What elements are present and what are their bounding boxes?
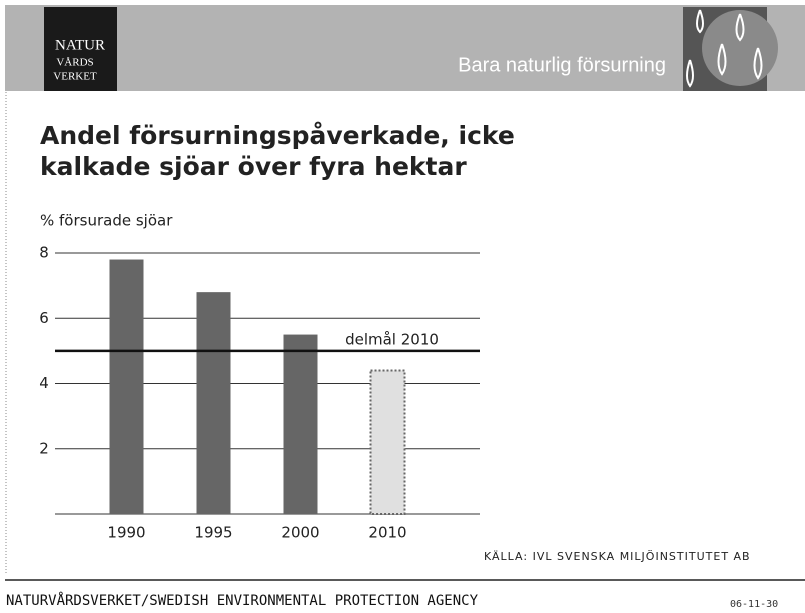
x-tick-label: 2010 (368, 524, 406, 542)
chart-title: Andel försurningspåverkade, icke (40, 121, 515, 150)
chart-title: kalkade sjöar över fyra hektar (40, 152, 467, 181)
logo-line: NATUR (55, 37, 105, 53)
bar (109, 259, 144, 514)
y-tick-label: 4 (39, 374, 49, 392)
y-tick-label: 8 (39, 244, 49, 262)
logo-line: VERKET (53, 71, 97, 83)
bar (369, 369, 406, 516)
bar (283, 334, 318, 514)
drop (753, 47, 763, 80)
header-image-circle (702, 10, 778, 86)
footer-date: 06-11-30 (730, 599, 778, 609)
drop (696, 9, 704, 34)
slide-title: Bara naturlig försurning (458, 54, 666, 76)
header-band (5, 5, 805, 91)
drop (735, 13, 745, 42)
x-tick-label: 1995 (194, 524, 232, 542)
drop (686, 59, 694, 88)
source: KÄLLA: IVL SVENSKA MILJÖINSTITUTET AB (484, 550, 751, 563)
logo-line: VÅRDS (56, 57, 93, 69)
drop (717, 43, 727, 76)
y-tick-label: 2 (39, 439, 49, 457)
target-label: delmål 2010 (345, 330, 439, 348)
footer-text: NATURVÅRDSVERKET/SWEDISH ENVIRONMENTAL P… (6, 592, 479, 609)
x-tick-label: 1990 (107, 524, 145, 542)
y-tick-label: 6 (39, 309, 49, 327)
logo-box (44, 7, 117, 91)
bar (196, 292, 231, 514)
x-tick-label: 2000 (281, 524, 319, 542)
drops (686, 9, 763, 88)
y-axis-label: % försurade sjöar (40, 212, 173, 230)
